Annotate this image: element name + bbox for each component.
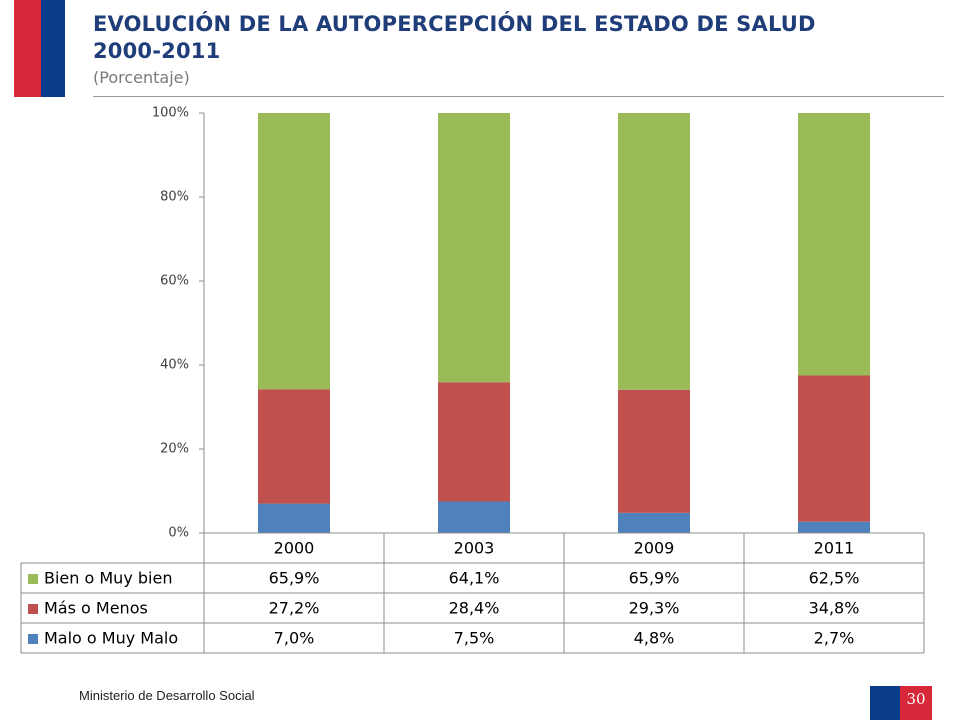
x-category-label: 2000 bbox=[274, 539, 315, 558]
data-label: 65,9% bbox=[629, 569, 680, 588]
legend-swatch bbox=[28, 574, 38, 584]
y-tick-label: 20% bbox=[160, 442, 189, 457]
bar-segment bbox=[438, 501, 510, 533]
data-label: 65,9% bbox=[269, 569, 320, 588]
page-title-line1: EVOLUCIÓN DE LA AUTOPERCEPCIÓN DEL ESTAD… bbox=[93, 12, 816, 36]
data-label: 7,5% bbox=[454, 629, 495, 648]
data-label: 29,3% bbox=[629, 599, 680, 618]
y-tick-label: 60% bbox=[160, 274, 189, 289]
page-title-line2: 2000-2011 bbox=[93, 39, 221, 63]
bar-segment bbox=[618, 389, 690, 513]
bar-segment bbox=[258, 389, 330, 504]
legend-swatch bbox=[28, 604, 38, 614]
bar-segment bbox=[618, 512, 690, 533]
x-category-label: 2003 bbox=[454, 539, 495, 558]
legend-label: Más o Menos bbox=[44, 599, 148, 618]
bar-segment bbox=[618, 113, 690, 390]
legend-label: Bien o Muy bien bbox=[44, 569, 172, 588]
flag-red-stripe bbox=[14, 0, 41, 97]
y-tick-label: 40% bbox=[160, 358, 189, 373]
bar-segment bbox=[438, 382, 510, 502]
bar-segment bbox=[258, 113, 330, 390]
data-label: 7,0% bbox=[274, 629, 315, 648]
page-number-box-red bbox=[900, 686, 932, 720]
data-label: 4,8% bbox=[634, 629, 675, 648]
flag-blue-stripe bbox=[41, 0, 65, 97]
title-divider bbox=[93, 96, 944, 97]
y-tick-label: 80% bbox=[160, 190, 189, 205]
legend-label: Malo o Muy Malo bbox=[44, 629, 178, 648]
y-tick-label: 100% bbox=[152, 106, 189, 121]
page-title: EVOLUCIÓN DE LA AUTOPERCEPCIÓN DEL ESTAD… bbox=[93, 11, 816, 65]
data-label: 27,2% bbox=[269, 599, 320, 618]
x-category-label: 2011 bbox=[814, 539, 855, 558]
x-category-label: 2009 bbox=[634, 539, 675, 558]
bar-segment bbox=[798, 375, 870, 522]
page-subtitle: (Porcentaje) bbox=[93, 68, 190, 87]
bar-segment bbox=[798, 521, 870, 533]
data-label: 28,4% bbox=[449, 599, 500, 618]
data-label: 34,8% bbox=[809, 599, 860, 618]
data-label: 62,5% bbox=[809, 569, 860, 588]
bar-segment bbox=[438, 113, 510, 383]
page-number: 30 bbox=[906, 690, 926, 708]
footer-organization: Ministerio de Desarrollo Social bbox=[79, 688, 255, 703]
y-tick-label: 0% bbox=[168, 526, 189, 541]
data-label: 2,7% bbox=[814, 629, 855, 648]
data-label: 64,1% bbox=[449, 569, 500, 588]
bar-segment bbox=[798, 113, 870, 376]
page-number-box-blue bbox=[870, 686, 900, 720]
legend-swatch bbox=[28, 634, 38, 644]
bar-segment bbox=[258, 503, 330, 533]
